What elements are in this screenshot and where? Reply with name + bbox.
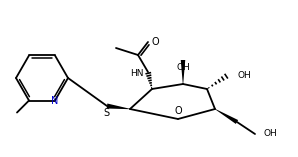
Text: OH: OH [238,70,252,79]
Text: O: O [151,37,159,47]
Polygon shape [181,60,185,84]
Text: O: O [174,106,182,116]
Text: N: N [51,95,59,106]
Text: OH: OH [263,130,277,138]
Polygon shape [215,109,238,124]
Text: HN: HN [131,68,144,78]
Polygon shape [107,103,130,109]
Text: S: S [103,108,109,118]
Text: OH: OH [176,63,190,73]
